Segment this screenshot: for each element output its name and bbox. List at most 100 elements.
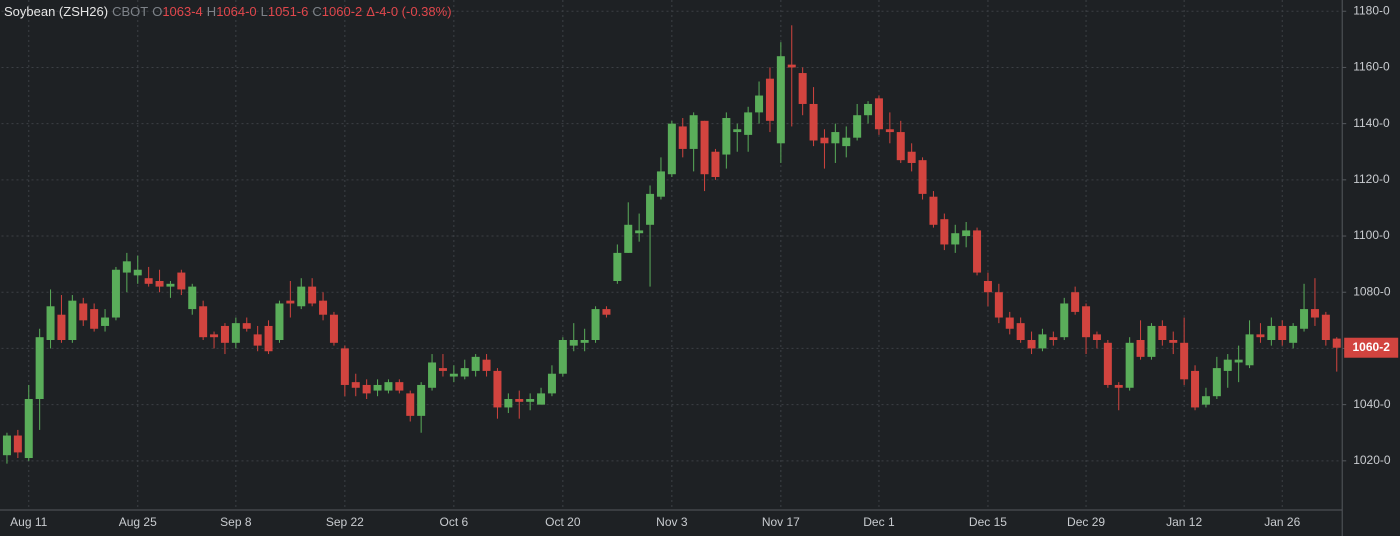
candle-body xyxy=(220,325,229,343)
x-tick-label: Dec 29 xyxy=(1067,515,1105,529)
candle-body xyxy=(133,269,142,276)
candle-body xyxy=(111,269,120,318)
candle-body xyxy=(308,286,317,304)
x-tick-label: Oct 20 xyxy=(545,515,581,529)
candle-body xyxy=(1332,338,1341,348)
candle-body xyxy=(864,103,873,116)
candle-body xyxy=(537,393,546,405)
exchange: CBOT xyxy=(112,4,149,19)
candle-body xyxy=(2,435,11,456)
candle-body xyxy=(1049,337,1058,340)
y-tick-label: 1120-0 xyxy=(1353,172,1390,186)
candle-body xyxy=(122,261,131,273)
candle-body xyxy=(907,151,916,163)
candle-body xyxy=(853,115,862,138)
candle-body xyxy=(13,435,22,453)
candle-body xyxy=(471,356,480,371)
candle-body xyxy=(700,120,709,175)
field-label: Δ xyxy=(366,4,375,19)
candle-body xyxy=(199,306,208,338)
field-label: O xyxy=(152,4,163,19)
candle-body xyxy=(1103,342,1112,385)
candle-body xyxy=(896,132,905,161)
candle-body xyxy=(1092,334,1101,340)
candle-body xyxy=(46,306,55,340)
candle-body xyxy=(24,399,33,459)
candle-body xyxy=(602,309,611,315)
y-tick-label: 1020-0 xyxy=(1353,453,1391,467)
candle-body xyxy=(1016,323,1025,340)
candle-body xyxy=(319,300,328,315)
candle-body xyxy=(874,98,883,130)
candle-body xyxy=(1245,334,1254,366)
candle-body xyxy=(809,103,818,141)
candle-body xyxy=(667,123,676,175)
candle-body xyxy=(776,56,785,144)
candle-body xyxy=(973,230,982,273)
candle-body xyxy=(1256,334,1265,338)
y-tick-label: 1040-0 xyxy=(1353,397,1391,411)
last-price-tag xyxy=(1344,337,1399,358)
candle-body xyxy=(1071,292,1080,312)
candle-body xyxy=(733,129,742,133)
candle-body xyxy=(155,280,164,287)
x-tick-label: Dec 15 xyxy=(969,515,1007,529)
candle-body xyxy=(438,368,447,371)
x-tick-label: Aug 11 xyxy=(10,515,47,529)
y-tick-label: 1140-0 xyxy=(1353,116,1390,130)
ohlc-field: O1063-4 xyxy=(148,4,203,19)
candle-body xyxy=(787,64,796,68)
candle-body xyxy=(951,233,960,245)
candle-body xyxy=(384,382,393,391)
candle-body xyxy=(210,334,219,338)
candle-body xyxy=(820,137,829,144)
candle-body xyxy=(188,286,197,310)
candle-body xyxy=(340,348,349,385)
candle-body xyxy=(1125,342,1134,388)
candle-body xyxy=(1158,325,1167,340)
candle-body xyxy=(580,340,589,343)
candle-body xyxy=(918,160,927,194)
field-value: 1064-0 xyxy=(216,4,257,19)
candle-body xyxy=(547,373,556,394)
x-tick-label: Nov 17 xyxy=(762,515,800,529)
candle-body xyxy=(831,132,840,144)
candle-body xyxy=(286,300,295,304)
symbol-header: Soybean (ZSH26) CBOT O1063-4 H1064-0 L1051-6… xyxy=(4,4,452,19)
candle-body xyxy=(842,137,851,147)
candle-body xyxy=(994,292,1003,318)
candle-body xyxy=(79,303,88,321)
candle-body xyxy=(395,382,404,391)
ohlc-field: H1064-0 xyxy=(203,4,257,19)
candle-body xyxy=(569,340,578,346)
candle-body xyxy=(1180,342,1189,380)
candle-body xyxy=(406,393,415,416)
candle-body xyxy=(68,300,77,340)
candle-body xyxy=(689,115,698,149)
candle-body xyxy=(1310,309,1319,318)
candle-body xyxy=(428,362,437,388)
field-label: L xyxy=(260,4,268,19)
candle-body xyxy=(1223,359,1232,371)
x-tick-label: Oct 6 xyxy=(440,515,469,529)
y-tick-label: 1160-0 xyxy=(1353,60,1390,74)
y-tick-label: 1180-0 xyxy=(1353,3,1390,17)
field-value: 1051-6 xyxy=(267,4,309,19)
candle-body xyxy=(515,399,524,402)
candle-body xyxy=(90,309,99,329)
candle-body xyxy=(983,280,992,293)
candle-body xyxy=(635,230,644,234)
candle-body xyxy=(624,224,633,253)
candle-body xyxy=(1082,306,1091,338)
candle-body xyxy=(231,323,240,343)
x-tick-label: Sep 22 xyxy=(326,515,364,529)
x-tick-label: Jan 12 xyxy=(1166,515,1202,529)
candle-body xyxy=(1027,340,1036,349)
candle-body xyxy=(1321,314,1330,340)
candle-body xyxy=(275,303,284,340)
candle-body xyxy=(526,399,535,402)
candle-body xyxy=(1201,396,1210,405)
candle-body xyxy=(460,368,469,377)
ohlc-field: L1051-6 xyxy=(257,4,309,19)
